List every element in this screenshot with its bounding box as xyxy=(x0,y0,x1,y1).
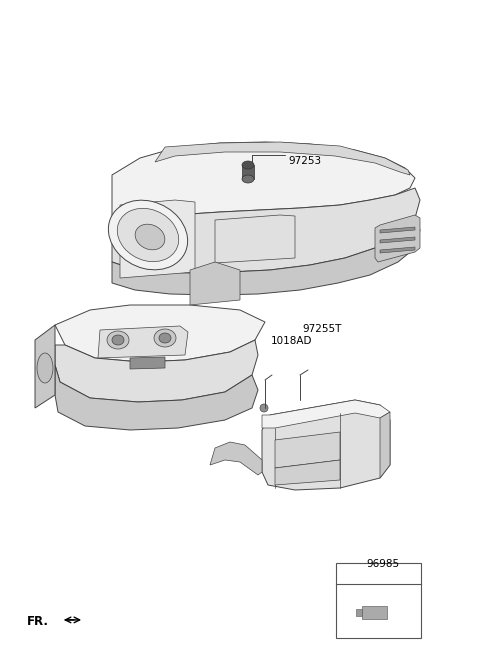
Polygon shape xyxy=(55,365,258,430)
Polygon shape xyxy=(380,247,415,253)
Polygon shape xyxy=(112,218,420,295)
Text: 96985: 96985 xyxy=(366,559,400,569)
Ellipse shape xyxy=(242,161,254,169)
Text: 97253: 97253 xyxy=(288,155,321,166)
Polygon shape xyxy=(215,215,295,263)
Polygon shape xyxy=(375,215,420,262)
Polygon shape xyxy=(112,188,420,273)
Polygon shape xyxy=(262,400,390,428)
Polygon shape xyxy=(336,563,421,638)
Polygon shape xyxy=(275,460,340,485)
Ellipse shape xyxy=(108,200,188,270)
Polygon shape xyxy=(380,227,415,233)
Polygon shape xyxy=(190,262,240,305)
Ellipse shape xyxy=(107,331,129,349)
Ellipse shape xyxy=(117,209,179,262)
Polygon shape xyxy=(380,237,415,243)
Ellipse shape xyxy=(112,335,124,345)
Polygon shape xyxy=(362,606,387,619)
Polygon shape xyxy=(55,305,265,362)
Polygon shape xyxy=(98,326,188,358)
Text: FR.: FR. xyxy=(26,615,48,628)
Polygon shape xyxy=(35,325,55,408)
Ellipse shape xyxy=(260,404,268,412)
Polygon shape xyxy=(262,400,390,490)
Polygon shape xyxy=(155,142,410,175)
Ellipse shape xyxy=(135,224,165,250)
Polygon shape xyxy=(120,200,195,278)
Polygon shape xyxy=(112,142,415,225)
Text: 97255T: 97255T xyxy=(302,324,342,335)
Polygon shape xyxy=(55,340,258,402)
Polygon shape xyxy=(242,165,254,179)
Ellipse shape xyxy=(242,175,254,183)
Polygon shape xyxy=(210,442,262,475)
Ellipse shape xyxy=(37,353,53,383)
Polygon shape xyxy=(380,412,390,478)
Text: 1018AD: 1018AD xyxy=(271,336,312,346)
Polygon shape xyxy=(356,609,362,616)
Polygon shape xyxy=(275,432,340,468)
Ellipse shape xyxy=(159,333,171,343)
Polygon shape xyxy=(130,357,165,369)
Ellipse shape xyxy=(154,329,176,347)
